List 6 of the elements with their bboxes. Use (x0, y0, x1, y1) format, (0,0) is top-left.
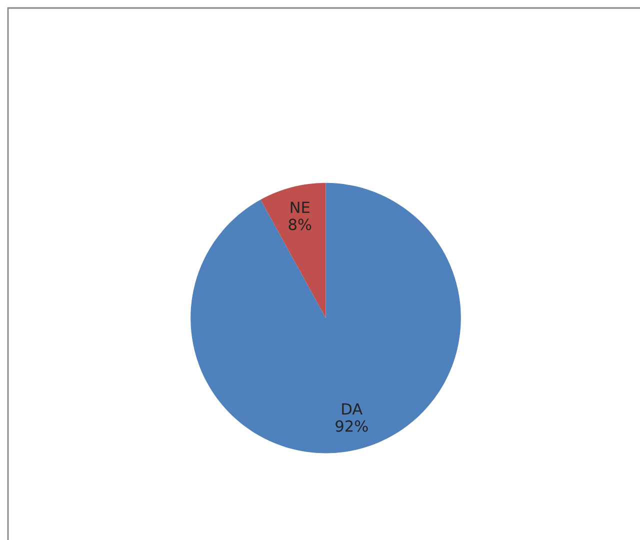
slice-label: NE (290, 202, 310, 213)
pie-slice (190, 182, 461, 454)
slice-label: DA (342, 403, 362, 415)
pie-slice (260, 182, 326, 318)
data-label: 8% (288, 218, 312, 230)
data-label: 92% (336, 420, 368, 432)
